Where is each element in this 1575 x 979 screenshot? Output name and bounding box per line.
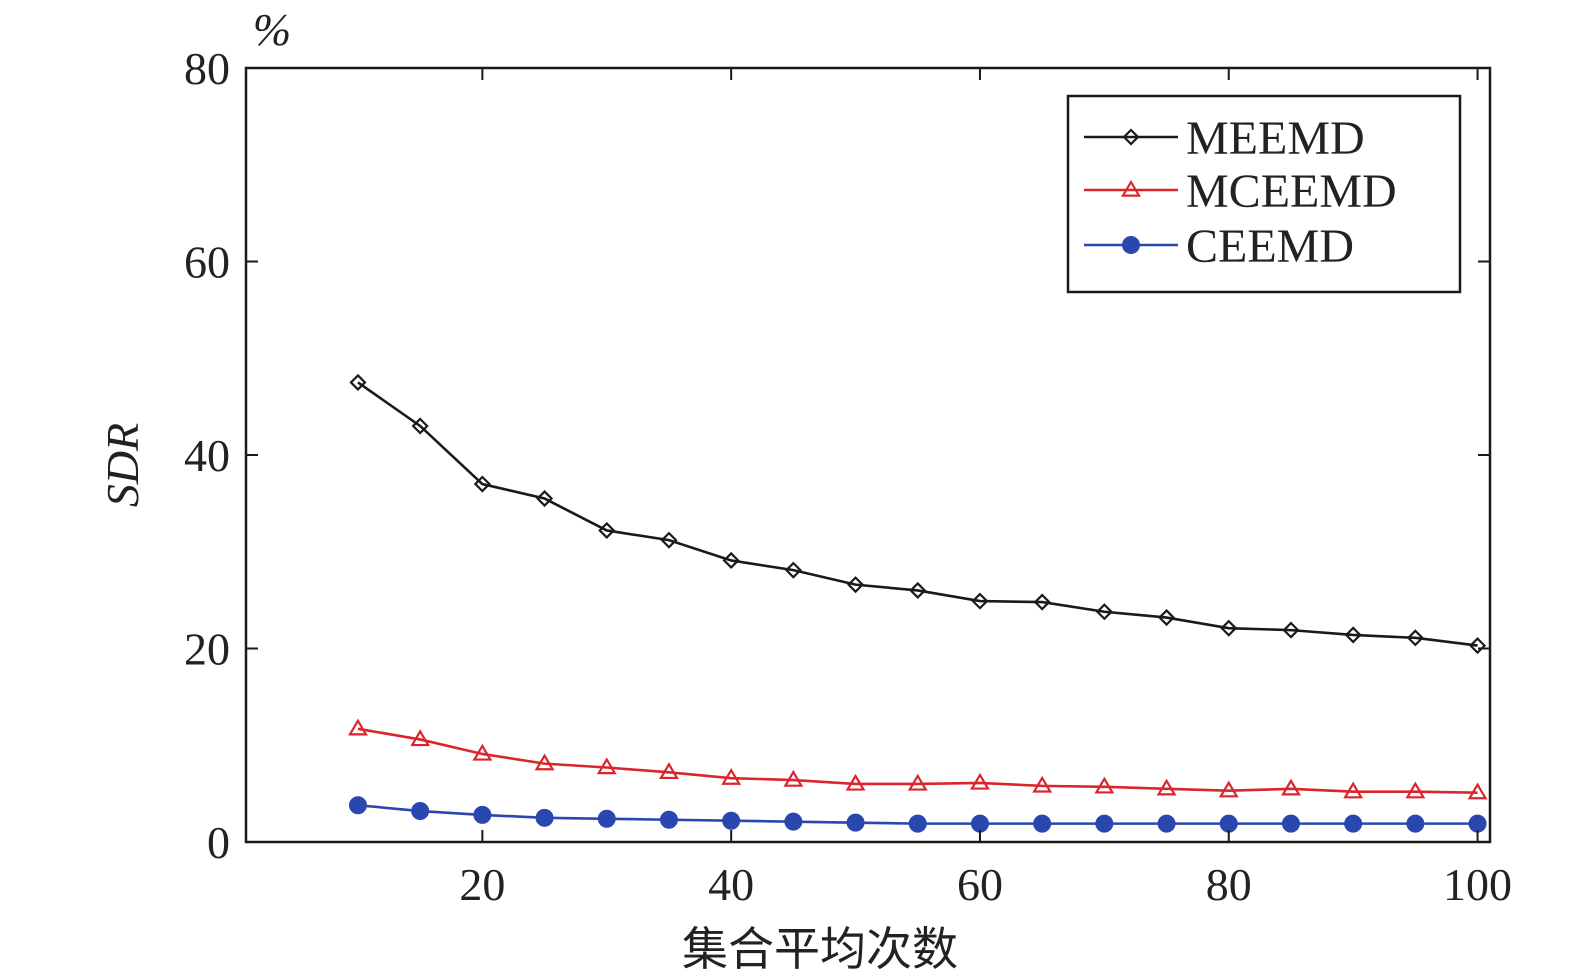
legend-marker-ceemd bbox=[1122, 236, 1140, 254]
x-tick-label: 100 bbox=[1443, 859, 1512, 910]
x-tick-label: 60 bbox=[957, 859, 1003, 910]
data-point-meemd bbox=[536, 489, 554, 508]
data-point-mceemd bbox=[410, 729, 431, 747]
data-point-meemd bbox=[349, 373, 367, 391]
data-point-meemd bbox=[847, 576, 865, 594]
data-point-ceemd bbox=[597, 809, 616, 828]
series-ceemd bbox=[348, 796, 1487, 833]
series-line-mceemd bbox=[357, 727, 1478, 794]
x-tick-label: 80 bbox=[1206, 859, 1252, 910]
y-tick-label: 60 bbox=[184, 237, 230, 288]
data-point-meemd bbox=[411, 417, 429, 435]
data-point-ceemd bbox=[1033, 814, 1052, 833]
data-point-ceemd bbox=[1344, 814, 1363, 833]
data-point-meemd bbox=[1033, 593, 1051, 611]
legend-marker-mceemd bbox=[1121, 179, 1141, 197]
data-point-ceemd bbox=[846, 813, 865, 832]
y-tick-label: 0 bbox=[207, 817, 230, 868]
axes: 20 40 60 80 100 0 20 40 60 80 集合平均次数 SDR% bbox=[97, 4, 1512, 975]
legend-label-meemd: MEEMD bbox=[1186, 112, 1365, 165]
data-point-mceemd bbox=[845, 773, 866, 791]
data-point-mceemd bbox=[659, 762, 679, 780]
x-tick-label: 20 bbox=[459, 859, 505, 910]
data-point-ceemd bbox=[659, 810, 678, 829]
y-tick-label: 20 bbox=[184, 624, 230, 675]
data-point-meemd bbox=[1469, 637, 1487, 655]
data-point-ceemd bbox=[970, 814, 989, 833]
series-meemd bbox=[349, 373, 1487, 655]
data-point-ceemd bbox=[411, 802, 430, 821]
legend-marker-meemd bbox=[1122, 128, 1140, 146]
data-point-meemd bbox=[722, 551, 740, 570]
data-point-mceemd bbox=[721, 767, 742, 785]
data-point-meemd bbox=[1158, 608, 1176, 627]
data-point-ceemd bbox=[348, 796, 367, 815]
y-tick-label: 40 bbox=[184, 430, 230, 481]
data-point-ceemd bbox=[722, 811, 741, 830]
data-point-mceemd bbox=[1405, 781, 1426, 799]
data-point-mceemd bbox=[1467, 782, 1488, 800]
legend-box bbox=[1066, 94, 1462, 294]
data-point-mceemd bbox=[970, 772, 990, 790]
data-point-mceemd bbox=[1218, 780, 1239, 798]
data-point-mceemd bbox=[1156, 778, 1177, 796]
data-point-ceemd bbox=[473, 805, 492, 824]
series-mceemd bbox=[348, 718, 1488, 800]
data-point-ceemd bbox=[1219, 814, 1238, 833]
data-point-mceemd bbox=[1094, 776, 1115, 794]
data-point-ceemd bbox=[1095, 814, 1114, 833]
data-point-ceemd bbox=[1406, 814, 1425, 833]
data-point-ceemd bbox=[1468, 814, 1487, 833]
data-point-ceemd bbox=[908, 814, 927, 833]
data-point-meemd bbox=[971, 592, 989, 610]
data-point-mceemd bbox=[907, 773, 928, 791]
data-point-ceemd bbox=[1281, 814, 1300, 833]
x-tick-label: 40 bbox=[708, 859, 754, 910]
data-point-mceemd bbox=[1032, 775, 1053, 793]
series-line-meemd bbox=[357, 381, 1478, 647]
data-point-mceemd bbox=[534, 753, 555, 771]
data-point-ceemd bbox=[784, 812, 803, 831]
data-point-meemd bbox=[1406, 629, 1424, 647]
x-axis-label: 集合平均次数 bbox=[682, 924, 958, 975]
y-tick-label: 80 bbox=[184, 43, 230, 94]
data-point-meemd bbox=[909, 581, 927, 600]
data-point-ceemd bbox=[1157, 814, 1176, 833]
data-point-mceemd bbox=[1343, 781, 1364, 799]
data-point-meemd bbox=[598, 521, 616, 540]
legend-label-mceemd: MCEEMD bbox=[1186, 165, 1397, 218]
data-point-mceemd bbox=[596, 757, 617, 775]
y-axis-label: SDR bbox=[97, 423, 148, 507]
data-point-meemd bbox=[1282, 621, 1300, 639]
data-point-meemd bbox=[1095, 603, 1113, 621]
data-point-mceemd bbox=[348, 718, 368, 736]
data-point-meemd bbox=[1344, 626, 1362, 644]
legend-label-ceemd: CEEMD bbox=[1186, 220, 1354, 273]
plot-area bbox=[348, 373, 1488, 833]
data-point-meemd bbox=[784, 561, 802, 579]
data-point-mceemd bbox=[1281, 778, 1301, 796]
data-point-ceemd bbox=[535, 808, 554, 827]
data-point-meemd bbox=[660, 531, 678, 549]
data-point-mceemd bbox=[472, 743, 493, 761]
data-point-mceemd bbox=[783, 769, 804, 787]
y-unit-label: % bbox=[253, 4, 291, 55]
data-point-meemd bbox=[473, 475, 491, 493]
data-point-meemd bbox=[1220, 619, 1238, 637]
